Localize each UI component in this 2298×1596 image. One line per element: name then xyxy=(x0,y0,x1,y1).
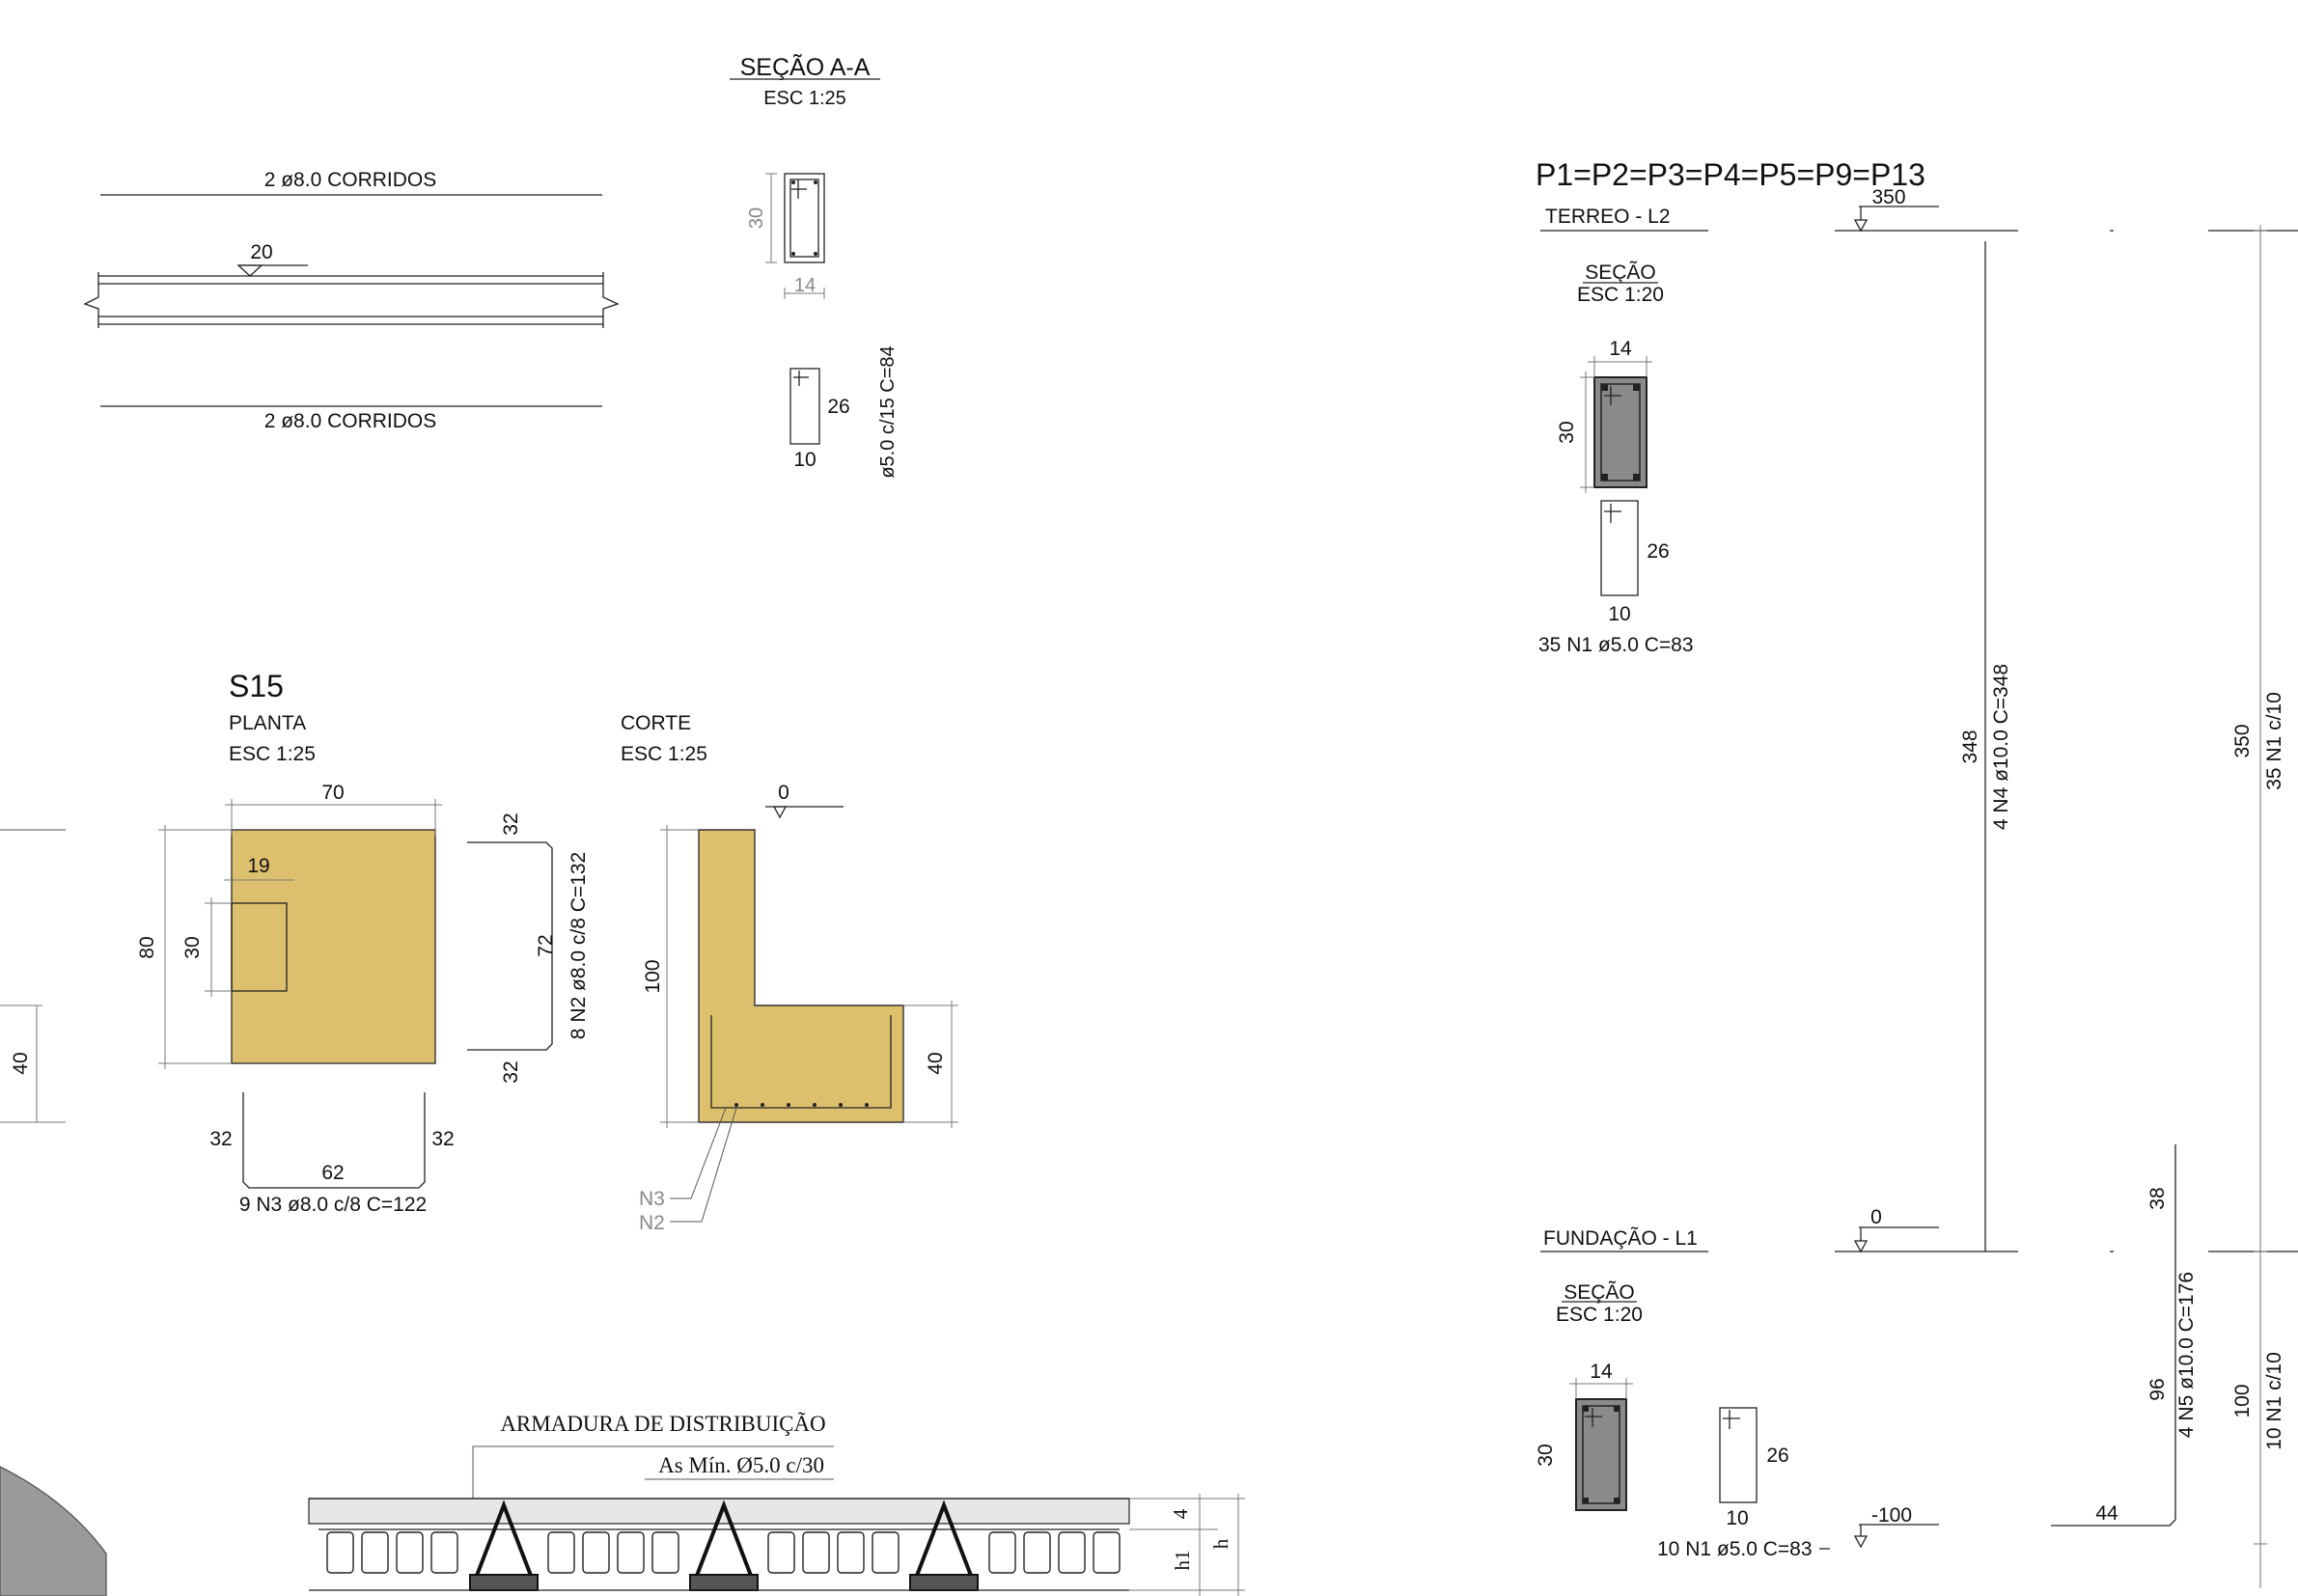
column-sec1-shape xyxy=(1580,356,1652,493)
beam-cross-section xyxy=(765,173,825,299)
column-top-level: 350 xyxy=(1871,186,1905,208)
column-bottom-level: 0 xyxy=(1870,1206,1882,1228)
column-n5-label: 4 N5 ø10.0 C=176 xyxy=(2175,1272,2198,1438)
column-sec1-width: 14 xyxy=(1609,338,1632,360)
column-base-level: -100 xyxy=(1871,1504,1912,1527)
column-top-floor: TERREO - L2 xyxy=(1545,206,1671,228)
beam-bottom-bars-label: 2 ø8.0 CORRIDOS xyxy=(264,410,437,432)
footing-length-dim: 80 xyxy=(136,936,158,958)
column-lower-stirrups: 10 N1 c/10 xyxy=(2263,1352,2285,1450)
beam-stirrup-shape xyxy=(789,368,820,445)
n3-hook-left: 32 xyxy=(209,1128,232,1150)
n3-bar-label: 9 N3 ø8.0 c/8 C=122 xyxy=(239,1194,427,1216)
column-sec1-stirrups: 35 N1 ø5.0 C=83 xyxy=(1538,634,1694,656)
partial-arc-shape xyxy=(0,1466,107,1596)
column-group: P1=P2=P3=P4=P5=P9=P13 350 TERREO - L2 SE… xyxy=(1535,157,2298,1588)
footing-pillar-dim: 30 xyxy=(181,936,204,958)
footing-name: S15 xyxy=(229,669,284,703)
beam-stirrup-width: 10 xyxy=(793,449,816,471)
footing-pillar-offset: 19 xyxy=(247,855,269,877)
beam-elevation xyxy=(83,272,620,328)
beam-section-width: 14 xyxy=(794,275,816,296)
column-sec2-width: 14 xyxy=(1590,1361,1613,1383)
beam-section-scale: ESC 1:25 xyxy=(763,88,846,109)
slab-section xyxy=(308,1494,1245,1596)
footing-cut-scale: ESC 1:25 xyxy=(621,743,707,765)
footing-group: S15 PLANTA ESC 1:25 CORTE ESC 1:25 40 70… xyxy=(0,669,958,1234)
column-sec1-stirrup xyxy=(1600,500,1639,596)
beam-section-title: SEÇÃO A-A xyxy=(740,53,871,81)
n2-hook-top: 32 xyxy=(500,812,522,835)
column-lower-span: 100 xyxy=(2231,1384,2254,1417)
column-n5-top: 38 xyxy=(2146,1187,2169,1209)
beam-stirrup-height: 26 xyxy=(827,396,849,418)
footing-cut-title: CORTE xyxy=(621,712,691,734)
column-sec2-height: 30 xyxy=(1535,1444,1557,1466)
column-long-bar-label: 4 N4 ø10.0 C=348 xyxy=(1990,664,2012,830)
column-sec2-stirrups: 10 N1 ø5.0 C=83 xyxy=(1657,1538,1813,1560)
column-sec2-stirrup-h: 26 xyxy=(1766,1445,1788,1467)
column-bottom-floor: FUNDAÇÃO - L1 xyxy=(1543,1226,1698,1250)
callout-n2: N2 xyxy=(639,1212,665,1234)
column-n5-length: 96 xyxy=(2146,1378,2169,1400)
footing-width-dim: 70 xyxy=(321,782,344,804)
column-title: P1=P2=P3=P4=P5=P9=P13 xyxy=(1536,157,1925,192)
n3-hook-right: 32 xyxy=(431,1128,454,1150)
column-n5-hook: 44 xyxy=(2095,1502,2118,1525)
column-upper-stirrups: 35 N1 c/10 xyxy=(2263,692,2285,790)
n2-hook-bottom: 32 xyxy=(500,1060,522,1083)
column-sec1-height: 30 xyxy=(1556,421,1578,443)
n3-length: 62 xyxy=(321,1162,344,1184)
column-sec2-shape xyxy=(1569,1378,1633,1511)
footing-cut-level: 0 xyxy=(778,782,789,804)
beam-section-group: SEÇÃO A-A ESC 1:25 2 ø8.0 CORRIDOS 20 2 … xyxy=(83,53,899,479)
beam-stirrup-label: ø5.0 c/15 C=84 xyxy=(877,345,899,478)
column-sec2-scale: ESC 1:20 xyxy=(1556,1304,1643,1326)
column-sec1-scale: ESC 1:20 xyxy=(1577,284,1664,306)
column-upper-span: 350 xyxy=(2231,724,2254,757)
column-sec2-stirrup-w: 10 xyxy=(1726,1507,1748,1529)
n2-length: 72 xyxy=(535,934,557,956)
slab-group: ARMADURA DE DISTRIBUIÇÃO As Mín. Ø5.0 c/… xyxy=(308,1412,1245,1596)
column-sec2-title: SEÇÃO xyxy=(1564,1280,1635,1304)
slab-dim-h: h xyxy=(1209,1538,1232,1549)
column-sec2-stirrup xyxy=(1719,1407,1758,1503)
beam-section-height: 30 xyxy=(746,207,767,229)
slab-title: ARMADURA DE DISTRIBUIÇÃO xyxy=(500,1412,825,1436)
beam-level-value: 20 xyxy=(250,241,272,263)
column-long-bar-length: 348 xyxy=(1959,729,1981,763)
beam-top-bars-label: 2 ø8.0 CORRIDOS xyxy=(264,169,437,191)
callout-n3: N3 xyxy=(639,1188,665,1210)
left-partial-dim: 40 xyxy=(10,1052,32,1074)
footing-plan-title: PLANTA xyxy=(229,712,306,734)
n2-bar-label: 8 N2 ø8.0 c/8 C=132 xyxy=(568,852,590,1039)
footing-cut-view xyxy=(660,806,958,1223)
slab-dim-h1: h1 xyxy=(1171,1551,1194,1571)
column-sec1-title: SEÇÃO xyxy=(1585,261,1656,284)
column-sec1-stirrup-w: 10 xyxy=(1608,603,1630,625)
footing-plan-view xyxy=(158,799,442,1069)
slab-dim-cap: 4 xyxy=(1169,1508,1192,1519)
footing-plan-scale: ESC 1:25 xyxy=(229,743,316,765)
column-sec1-stirrup-h: 26 xyxy=(1647,540,1669,563)
footing-base-height: 40 xyxy=(925,1052,947,1074)
footing-cut-height: 100 xyxy=(642,959,664,993)
slab-subtitle: As Mín. Ø5.0 c/30 xyxy=(658,1453,824,1477)
